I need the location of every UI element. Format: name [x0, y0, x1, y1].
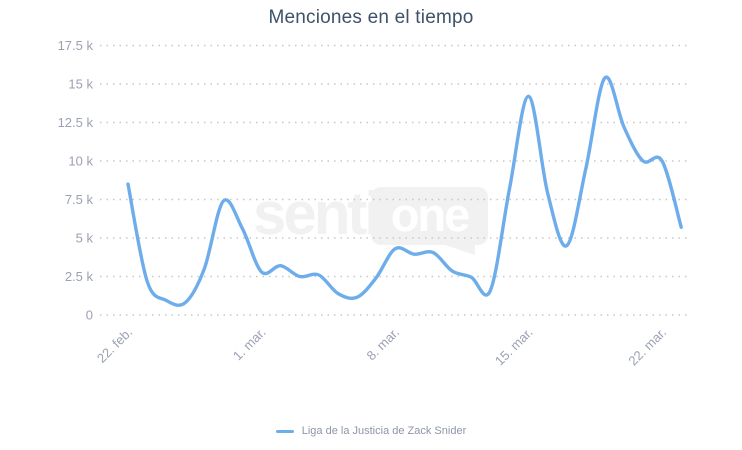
- legend-item-liga-de-la-justicia[interactable]: Liga de la Justicia de Zack Snider: [275, 425, 467, 437]
- y-axis-label: 15 k: [68, 77, 93, 92]
- series-line-liga-de-la-justicia[interactable]: [126, 75, 683, 307]
- y-axis-label: 5 k: [76, 231, 94, 246]
- y-axis-label: 17.5 k: [58, 38, 94, 53]
- x-axis-label: 22. feb.: [94, 325, 135, 366]
- x-axis-label: 8. mar.: [363, 325, 402, 364]
- chart-legend: Liga de la Justicia de Zack Snider: [0, 425, 742, 437]
- chart-title: Menciones en el tiempo: [268, 7, 474, 28]
- y-axis-label: 0: [86, 308, 93, 323]
- legend-line-marker-icon: [275, 429, 294, 433]
- x-axis-label: 1. mar.: [230, 325, 269, 364]
- y-axis-label: 7.5 k: [65, 192, 94, 207]
- y-axis-label: 2.5 k: [65, 269, 94, 284]
- x-axis-label: 15. mar.: [492, 325, 536, 369]
- y-axis-label: 10 k: [68, 154, 93, 169]
- x-axis-label: 22. mar.: [625, 325, 669, 369]
- y-axis-label: 12.5 k: [58, 115, 94, 130]
- legend-label: Liga de la Justicia de Zack Snider: [301, 425, 467, 437]
